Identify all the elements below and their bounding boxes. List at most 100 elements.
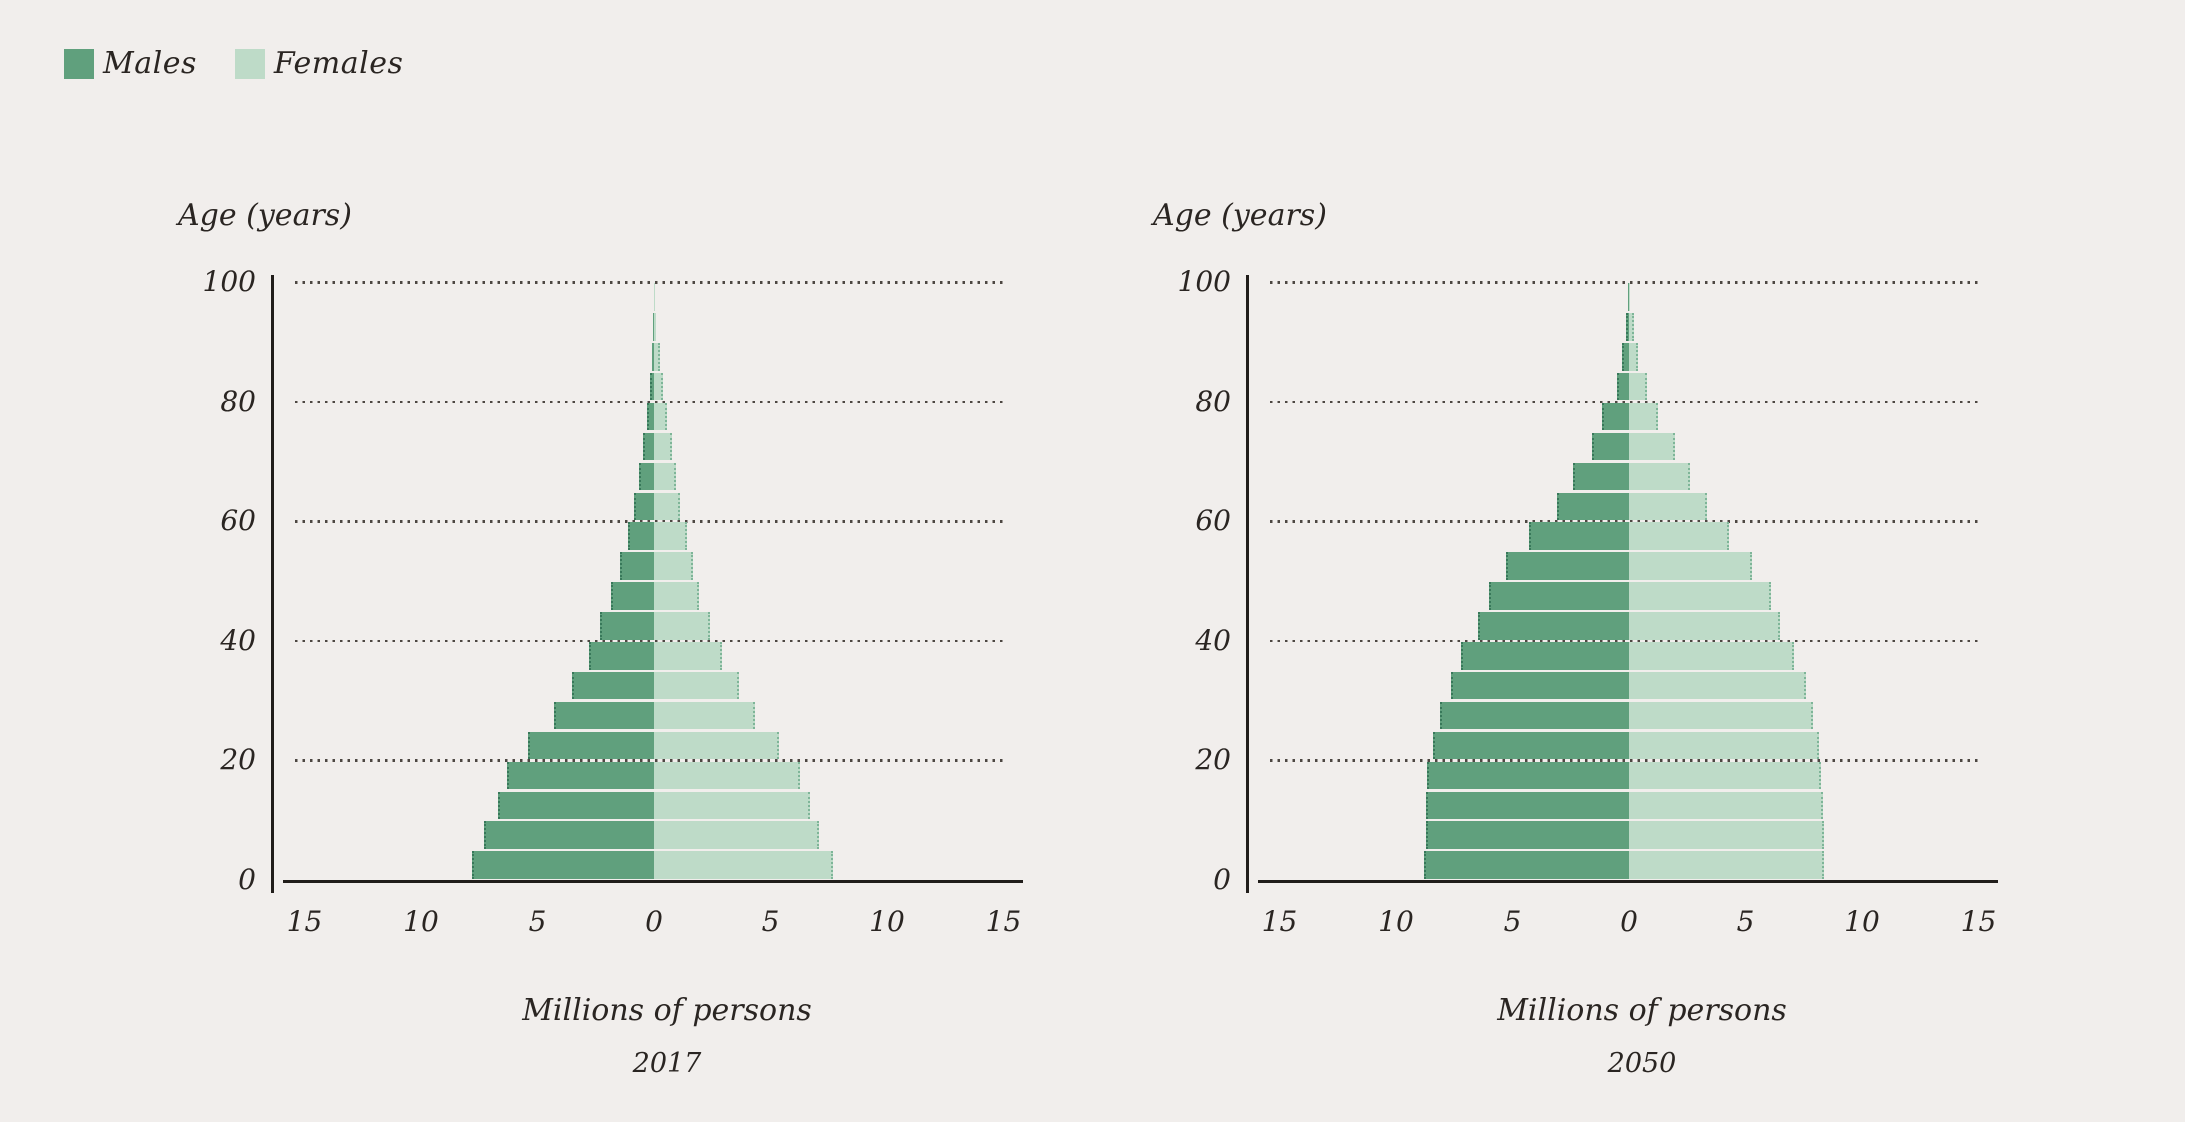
bar-females-age-45-49 (1629, 582, 1771, 610)
bar-males-age-30-34 (1450, 671, 1631, 700)
y-tick-label-0: 0 (238, 863, 256, 896)
bar-males-age-70-74 (643, 432, 656, 461)
bar-males-age-95-99 (1627, 283, 1629, 311)
bar-males-age-20-24 (1433, 731, 1631, 760)
bar-females-age-35-39 (654, 642, 723, 670)
bar-males-age-65-69 (1573, 462, 1631, 491)
legend: Males Females (64, 46, 403, 81)
x-tick-label-10-1: 10 (403, 905, 439, 938)
bar-females-age-70-74 (654, 432, 672, 461)
x-tick-label-5-2: 5 (1503, 905, 1522, 938)
bar-females-age-40-44 (1629, 612, 1781, 640)
bar-females-age-90-94 (1629, 313, 1635, 341)
x-axis-title: Millions of persons (1497, 993, 1787, 1028)
bar-females-age-65-69 (1629, 462, 1691, 491)
bar-females-age-50-54 (654, 552, 694, 580)
bar-males-age-80-84 (1617, 372, 1631, 401)
bar-females-age-70-74 (1629, 432, 1676, 461)
bar-females-age-30-34 (1629, 671, 1806, 700)
bar-females-age-90-94 (654, 313, 657, 341)
gridline-age-40 (1270, 639, 1981, 643)
bar-males-age-15-19 (1427, 761, 1631, 790)
bar-females-age-80-84 (1629, 372, 1647, 401)
bar-females-age-85-89 (654, 343, 660, 371)
x-tick-label-0-3: 0 (1620, 905, 1638, 938)
x-tick-label-10-5: 10 (869, 905, 905, 938)
bar-females-age-35-39 (1629, 642, 1795, 670)
bar-females-age-80-84 (654, 372, 663, 401)
chart-year-label: 2017 (632, 1048, 702, 1079)
y-tick-label-80: 80 (1195, 384, 1231, 418)
legend-item-females: Females (234, 46, 404, 81)
y-axis-line (1246, 275, 1249, 893)
y-tick-label-0: 0 (1213, 863, 1231, 896)
bar-females-age-20-24 (1629, 731, 1819, 760)
bar-females-age-75-79 (1629, 402, 1658, 431)
bar-males-age-55-59 (628, 522, 656, 550)
bar-males-age-50-54 (1505, 552, 1631, 580)
bar-females-age-25-29 (1629, 701, 1813, 730)
bar-males-age-90-94 (653, 313, 654, 341)
gridline-age-20 (1270, 759, 1981, 762)
x-tick-label-10-5: 10 (1844, 905, 1880, 938)
gridline-age-40 (295, 639, 1006, 643)
age-axis-title: Age (years) (1153, 198, 1327, 233)
bar-females-age-40-44 (654, 612, 710, 640)
bar-males-age-65-69 (638, 462, 656, 491)
x-tick-label-5-2: 5 (528, 905, 547, 938)
y-tick-label-60: 60 (220, 504, 256, 538)
legend-item-males: Males (64, 46, 197, 81)
bar-males-age-55-59 (1528, 522, 1631, 550)
y-tick-label-80: 80 (220, 384, 256, 418)
age-axis-title: Age (years) (178, 198, 352, 233)
bar-females-age-15-19 (654, 761, 801, 790)
y-tick-label-100: 100 (1177, 265, 1231, 298)
bar-males-age-0-4 (472, 851, 656, 879)
bar-females-age-95-99 (1629, 283, 1631, 311)
x-axis-line (1258, 880, 1998, 883)
bar-males-age-5-9 (1426, 821, 1631, 849)
bar-females-age-25-29 (654, 701, 756, 730)
x-tick-label-5-4: 5 (1736, 905, 1755, 938)
x-tick-label-15-6: 15 (1960, 905, 1997, 938)
females-color-swatch (234, 48, 265, 79)
bar-females-age-45-49 (654, 582, 700, 610)
y-tick-label-40: 40 (1195, 623, 1231, 657)
y-tick-label-40: 40 (220, 623, 256, 657)
bar-males-age-10-14 (1426, 791, 1631, 819)
bar-males-age-85-89 (651, 343, 654, 371)
x-axis-line (283, 880, 1023, 883)
gridline-age-100 (1270, 281, 1981, 284)
bar-females-age-85-89 (1629, 343, 1639, 371)
bar-females-age-75-79 (654, 402, 668, 431)
legend-label: Females (273, 46, 404, 81)
x-axis-title: Millions of persons (522, 993, 812, 1028)
y-tick-label-60: 60 (1195, 504, 1231, 538)
bar-females-age-10-14 (1629, 791, 1824, 819)
bar-males-age-30-34 (572, 671, 656, 700)
y-tick-label-100: 100 (202, 265, 256, 298)
bar-males-age-20-24 (528, 731, 656, 760)
bar-males-age-35-39 (1461, 642, 1631, 670)
bar-females-age-30-34 (654, 671, 739, 700)
chart-year-label: 2050 (1607, 1048, 1677, 1079)
x-tick-label-5-4: 5 (761, 905, 780, 938)
bar-males-age-75-79 (1602, 402, 1631, 431)
bar-females-age-10-14 (654, 791, 810, 819)
bar-males-age-60-64 (1556, 492, 1631, 520)
bar-females-age-50-54 (1629, 552, 1753, 580)
x-tick-label-10-1: 10 (1378, 905, 1414, 938)
y-tick-label-20: 20 (220, 743, 256, 777)
gridline-age-60 (1270, 520, 1981, 523)
x-tick-label-15-0: 15 (1261, 905, 1298, 938)
bar-males-age-10-14 (497, 791, 656, 819)
bar-females-age-5-9 (1629, 821, 1825, 849)
bar-females-age-0-4 (654, 851, 834, 879)
bar-males-age-90-94 (1625, 313, 1631, 341)
gridline-age-80 (1270, 400, 1981, 404)
bar-females-age-15-19 (1629, 761, 1821, 790)
bar-males-age-40-44 (1477, 612, 1631, 640)
bar-males-age-25-29 (1440, 701, 1631, 730)
gridline-age-100 (295, 281, 1006, 284)
